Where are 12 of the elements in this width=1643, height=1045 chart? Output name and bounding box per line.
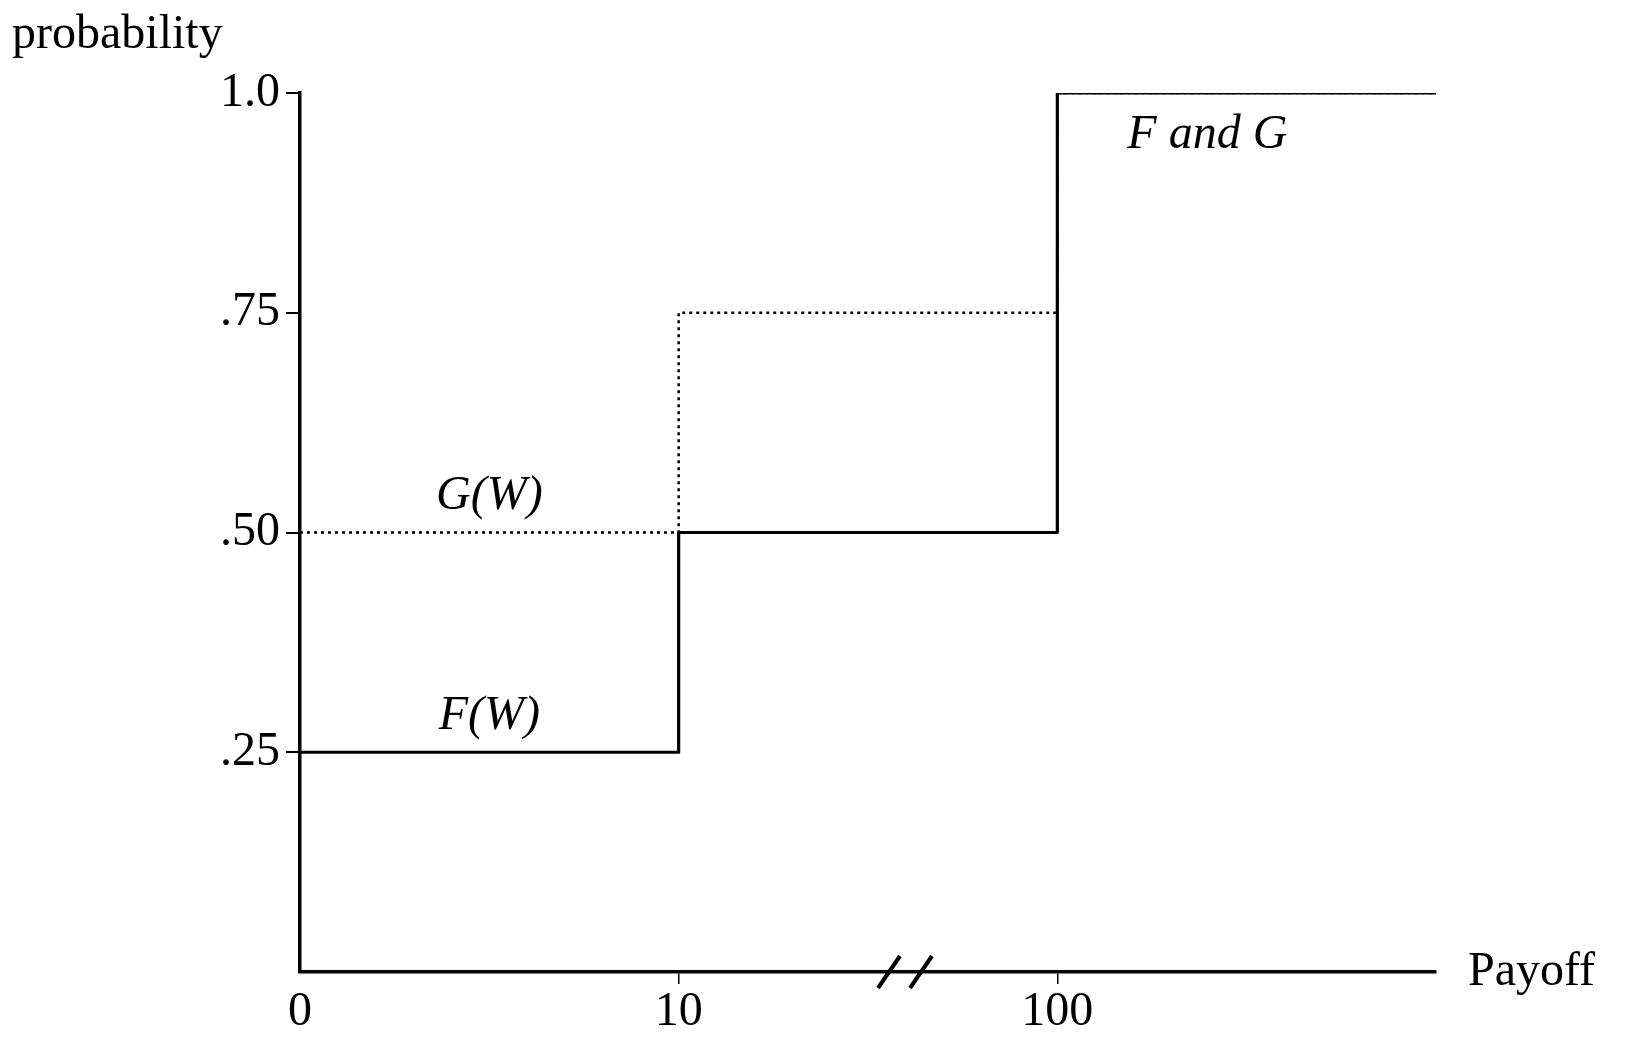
series-label: F(W) [437,685,540,740]
y-axis-title: probability [12,4,223,58]
x-axis-title: Payoff [1468,941,1596,995]
x-tick-label: 0 [288,982,312,1036]
x-tick-label: 10 [654,982,703,1036]
y-tick-label: .25 [220,721,280,775]
series-label: G(W) [436,466,543,521]
y-tick-label: 1.0 [220,62,280,116]
x-tick-label: 100 [1021,982,1094,1036]
annotation: F and G [1126,104,1288,158]
y-tick-label: .75 [220,282,280,336]
y-tick-label: .50 [220,502,280,556]
